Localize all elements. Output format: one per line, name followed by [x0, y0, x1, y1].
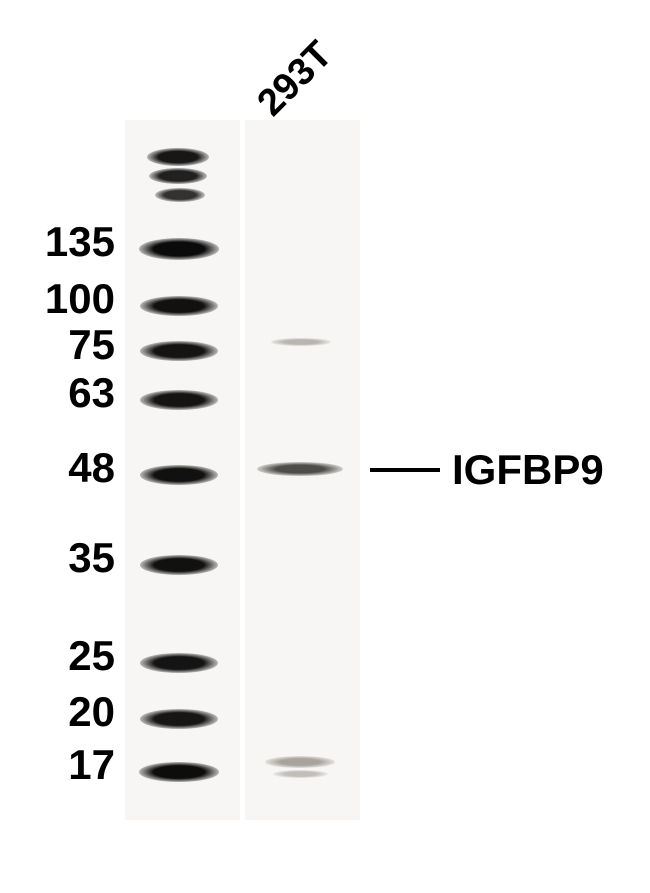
ladder-band — [140, 341, 218, 361]
sample-band — [271, 338, 331, 346]
mw-label: 63 — [5, 369, 115, 417]
mw-label: 135 — [5, 218, 115, 266]
ladder-band — [140, 296, 218, 316]
ladder-band — [147, 148, 209, 166]
sample-band — [273, 770, 328, 778]
ladder-band — [139, 762, 219, 782]
ladder-band — [139, 238, 219, 260]
mw-label: 48 — [5, 444, 115, 492]
ladder-band — [155, 188, 205, 202]
ladder-band — [140, 653, 218, 673]
western-blot-figure: 293T 135 1007563 48 35 25 20 17 IGFBP9 — [0, 0, 650, 893]
ladder-band — [149, 168, 207, 184]
target-label: IGFBP9 — [452, 446, 604, 494]
mw-label: 75 — [5, 321, 115, 369]
mw-label: 25 — [5, 632, 115, 680]
mw-label: 35 — [5, 534, 115, 582]
target-pointer-line — [370, 468, 440, 472]
ladder-band — [140, 465, 218, 485]
sample-band — [265, 756, 335, 768]
ladder-band — [140, 390, 218, 410]
sample-band — [257, 462, 343, 476]
ladder-band — [140, 709, 218, 729]
ladder-band — [140, 555, 218, 575]
lane-label-sample: 293T — [250, 33, 342, 125]
mw-label: 20 — [5, 688, 115, 736]
mw-label: 100 — [5, 275, 115, 323]
mw-label: 17 — [5, 741, 115, 789]
